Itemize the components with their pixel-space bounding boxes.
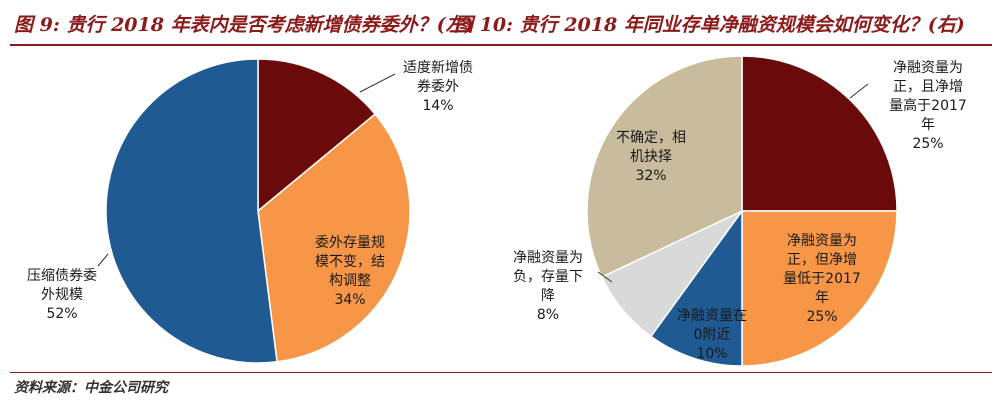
- pie2-slice-3: [649, 208, 743, 367]
- pie2-slice-1: [741, 55, 898, 212]
- pie2-label-5: 不确定，相机抉择 32%: [616, 130, 686, 184]
- pie2-label-2: 净融资量为正，但净增量低于2017 年 25%: [783, 233, 861, 325]
- pie1-slice-1: [257, 58, 377, 213]
- right-chart-title: 图 10: 贵行 2018 年同业存单净融资规模会如何变化？(右): [454, 14, 965, 36]
- pie2-leader-1: [849, 83, 869, 99]
- pie2-label-3: 净融资量在 0附近 10%: [677, 308, 747, 362]
- pie2-label-1: 净融资量为正，且净增量高于2017 年 25%: [889, 60, 967, 152]
- pie2-label-4: 净融资量为负，存量下降 8%: [513, 250, 583, 323]
- pie1-leader-1: [359, 73, 396, 93]
- footer-rule: [10, 372, 992, 373]
- pie2-slice-2: [741, 210, 898, 367]
- left-chart-title: 图 9: 贵行 2018 年表内是否考虑新增债券委外？(左): [14, 14, 474, 36]
- pie2-leader-4: [597, 271, 613, 283]
- pie1-leader-3: [97, 253, 109, 267]
- left-pie-chart: 适度新增债券委外 14% 委外存量规模不变，结构调整 34% 压缩债券委外规模 52%: [27, 58, 473, 364]
- pie1-label-3: 压缩债券委外规模 52%: [27, 268, 97, 322]
- right-pie-chart: 净融资量为正，且净增量高于2017 年 25% 净融资量为正，但净增量低于2017 年 2…: [513, 55, 967, 367]
- source-note: 资料来源：中金公司研究: [14, 380, 168, 396]
- pie1-slice-3: [105, 58, 278, 364]
- header-rule: [10, 44, 992, 46]
- pie1-label-2: 委外存量规模不变，结构调整 34%: [315, 235, 385, 308]
- pie1-label-1: 适度新增债券委外 14%: [403, 60, 473, 114]
- pie2-slice-5: [586, 55, 743, 278]
- figure-header: 图 9: 贵行 2018 年表内是否考虑新增债券委外？(左) 图 10: 贵行 …: [0, 0, 1002, 44]
- pie1-slice-2: [257, 113, 411, 363]
